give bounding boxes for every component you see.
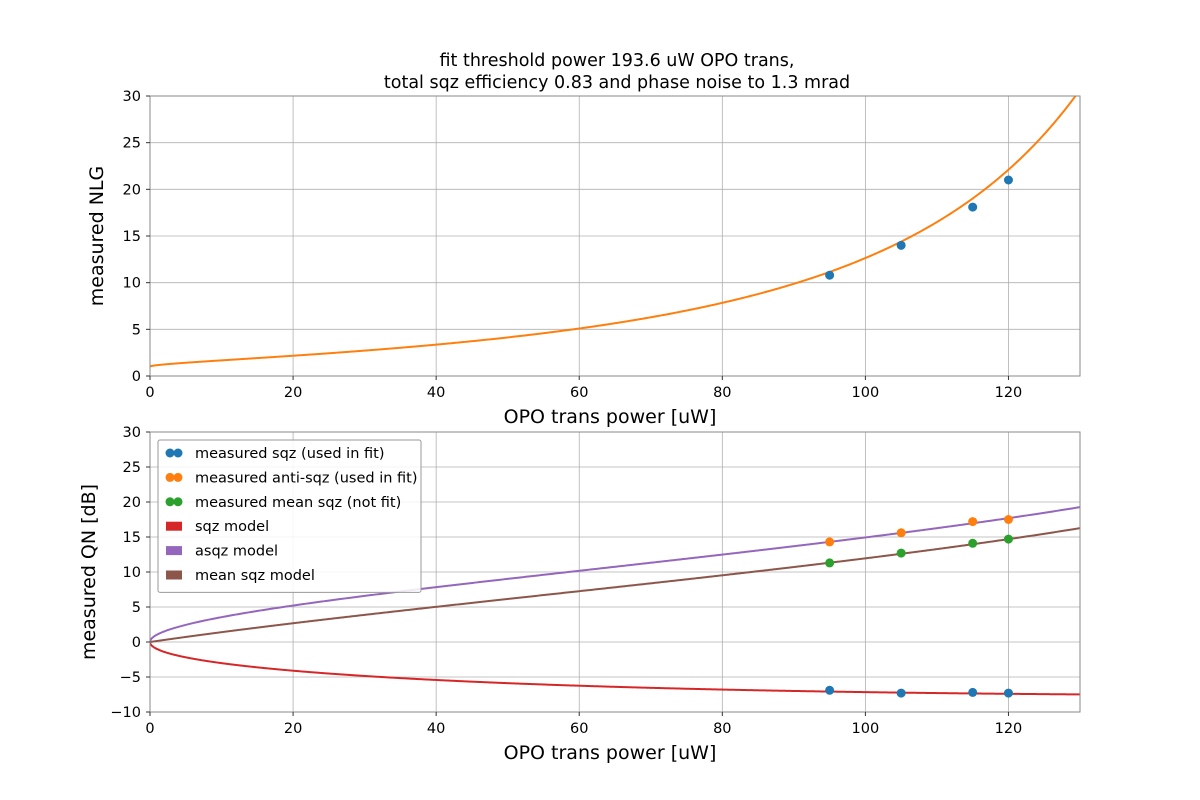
x-tick-label: 80 bbox=[713, 385, 731, 401]
x-tick-label: 20 bbox=[284, 385, 302, 401]
y-tick-label: 10 bbox=[123, 276, 141, 292]
x-axis-label: OPO trans power [uW] bbox=[504, 742, 717, 764]
y-axis-label: measured NLG bbox=[86, 166, 108, 307]
data-point-series-2 bbox=[1003, 534, 1013, 544]
mean-model-curve bbox=[150, 527, 1080, 643]
data-point-series-0 bbox=[1003, 175, 1013, 185]
qn-panel: 0 20 40 60 80 100 120 −10 −5 0 5 10 15 20 25 30 OPO tran… bbox=[78, 425, 1081, 764]
sqz-model-curve bbox=[150, 641, 1080, 696]
x-tick-label: 60 bbox=[570, 721, 588, 737]
legend-label: measured mean sqz (not fit) bbox=[195, 495, 401, 511]
x-tick-label: 100 bbox=[852, 385, 880, 401]
legend-marker bbox=[173, 497, 183, 507]
data-point-series-0 bbox=[825, 685, 835, 695]
x-tick-label: 100 bbox=[852, 721, 880, 737]
y-tick-label: 15 bbox=[123, 530, 141, 546]
y-tick-label: 20 bbox=[123, 182, 141, 198]
legend-marker bbox=[165, 448, 175, 458]
x-axis-label: OPO trans power [uW] bbox=[504, 406, 717, 428]
data-point-series-0 bbox=[968, 687, 978, 697]
y-axis-label: measured QN [dB] bbox=[78, 484, 100, 660]
y-tick-label: 5 bbox=[132, 322, 141, 338]
legend-marker bbox=[165, 472, 175, 482]
y-tick-label: 10 bbox=[123, 565, 141, 581]
y-tick-label: 20 bbox=[123, 495, 141, 511]
legend-swatch bbox=[166, 570, 182, 580]
legend-label: asqz model bbox=[195, 544, 278, 560]
legend: measured sqz (used in fit) measured anti-… bbox=[157, 439, 422, 593]
x-tick-label: 40 bbox=[427, 385, 445, 401]
data-point-series-0 bbox=[896, 688, 906, 698]
x-tick-label: 80 bbox=[713, 721, 731, 737]
chart-title-line-2: total sqz efficiency 0.83 and phase nois… bbox=[384, 73, 850, 93]
legend-marker bbox=[165, 497, 175, 507]
y-tick-label: 30 bbox=[123, 425, 141, 441]
x-tick-label: 120 bbox=[995, 385, 1023, 401]
data-point-series-0 bbox=[825, 270, 835, 280]
legend-box bbox=[157, 439, 422, 593]
data-point-series-1 bbox=[1003, 515, 1013, 524]
x-tick-label: 20 bbox=[284, 721, 302, 737]
nlg-model-curve bbox=[150, 96, 1077, 368]
legend-marker bbox=[173, 448, 183, 458]
data-point-series-2 bbox=[896, 548, 906, 558]
data-point-series-1 bbox=[896, 528, 906, 538]
x-tick-label: 60 bbox=[570, 385, 588, 401]
legend-label: sqz model bbox=[195, 519, 269, 535]
legend-label: measured anti-sqz (used in fit) bbox=[195, 470, 418, 486]
asqz-model-curve bbox=[150, 506, 1080, 643]
data-point-series-0 bbox=[1003, 688, 1013, 698]
legend-label: mean sqz model bbox=[195, 568, 315, 584]
y-tick-label: 5 bbox=[132, 600, 141, 616]
data-point-series-1 bbox=[968, 517, 978, 527]
data-point-series-2 bbox=[825, 558, 835, 568]
y-tick-label: 15 bbox=[123, 229, 141, 245]
data-point-series-0 bbox=[896, 240, 906, 250]
chart-title-line-1: fit threshold power 193.6 uW OPO trans, bbox=[440, 51, 795, 71]
y-tick-label: 25 bbox=[123, 136, 141, 152]
x-tick-label: 40 bbox=[427, 721, 445, 737]
data-point-series-2 bbox=[968, 538, 978, 548]
nlg-panel: 0 20 40 60 80 100 120 0 5 10 15 20 25 30 OPO trans pow… bbox=[86, 89, 1081, 428]
y-tick-label: 25 bbox=[123, 460, 141, 476]
x-tick-label: 0 bbox=[145, 721, 154, 737]
x-tick-label: 120 bbox=[995, 721, 1023, 737]
y-tick-label: 0 bbox=[132, 635, 141, 651]
legend-marker bbox=[173, 472, 183, 482]
x-tick-label: 0 bbox=[145, 385, 154, 401]
y-tick-label: −10 bbox=[110, 705, 141, 721]
legend-swatch bbox=[166, 521, 182, 531]
data-point-series-0 bbox=[968, 202, 978, 212]
legend-swatch bbox=[166, 546, 182, 556]
y-tick-label: −5 bbox=[120, 670, 141, 686]
legend-label: measured sqz (used in fit) bbox=[195, 446, 384, 462]
y-tick-label: 0 bbox=[132, 369, 141, 385]
y-tick-label: 30 bbox=[123, 89, 141, 105]
data-point-series-1 bbox=[825, 537, 835, 547]
